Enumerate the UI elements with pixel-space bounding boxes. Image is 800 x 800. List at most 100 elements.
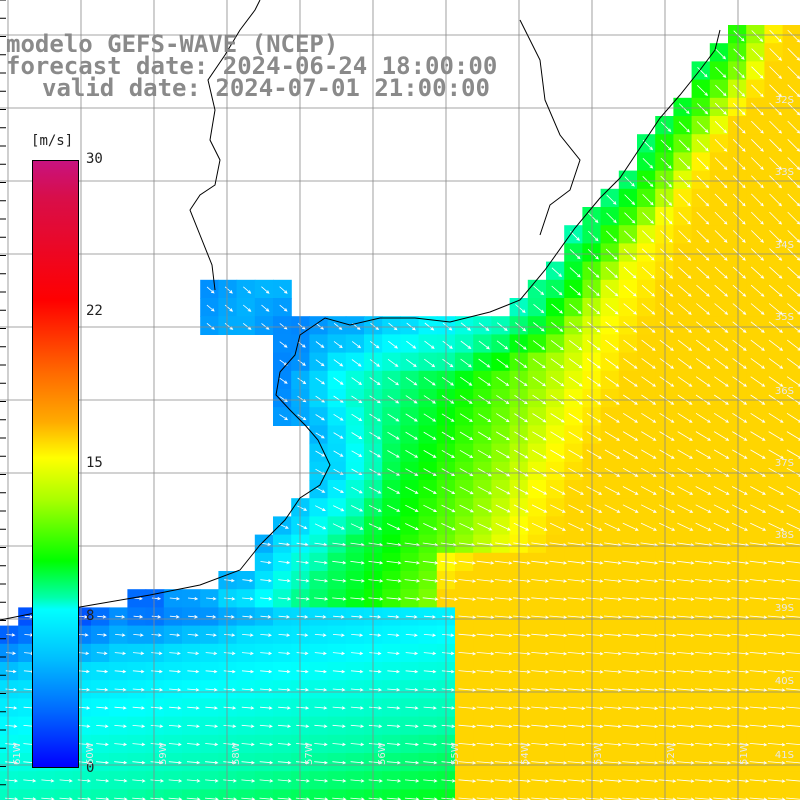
- wind-arrow: [695, 376, 711, 387]
- wind-arrow: [260, 560, 272, 565]
- wind-arrow: [77, 760, 91, 765]
- wind-arrow: [713, 449, 730, 459]
- wind-arrow: [114, 760, 128, 765]
- wind-arrow: [714, 175, 728, 189]
- wind-arrow: [441, 651, 455, 656]
- wind-arrow: [713, 504, 730, 513]
- wind-arrow: [676, 688, 695, 692]
- colorbar-tick-15: 15: [86, 455, 103, 471]
- wind-arrow: [297, 377, 307, 385]
- wind-arrow: [696, 303, 710, 315]
- wind-cell: [91, 789, 110, 800]
- wind-arrow: [751, 139, 764, 152]
- wind-arrow: [676, 761, 695, 765]
- wind-arrow: [205, 742, 219, 747]
- wind-arrow: [441, 706, 456, 710]
- wind-arrow: [405, 669, 419, 674]
- wind-arrow: [459, 468, 474, 477]
- wind-cell: [455, 789, 474, 800]
- wind-arrow: [588, 212, 599, 224]
- wind-arrow: [697, 103, 709, 115]
- lon-label: 55W: [450, 742, 461, 765]
- wind-arrow: [314, 597, 329, 601]
- wind-arrow: [749, 706, 768, 710]
- wind-arrow: [695, 597, 713, 601]
- wind-arrow: [768, 467, 785, 477]
- wind-arrow: [713, 706, 731, 710]
- wind-arrow: [676, 742, 695, 747]
- wind-arrow: [713, 615, 731, 619]
- wind-arrow: [351, 505, 364, 512]
- wind-arrow: [114, 688, 127, 692]
- wind-arrow: [241, 797, 256, 800]
- wind-arrow: [606, 194, 617, 205]
- wind-cell: [546, 789, 565, 800]
- wind-arrow: [531, 706, 549, 710]
- wind-arrow: [388, 322, 398, 331]
- wind-arrow: [659, 412, 675, 423]
- colorbar-tick-30: 30: [86, 151, 103, 167]
- wind-cell: [782, 407, 800, 426]
- lon-label: 61W: [12, 742, 23, 765]
- wind-arrow: [405, 523, 419, 530]
- wind-arrow: [386, 523, 401, 530]
- wind-arrow: [423, 523, 438, 531]
- wind-arrow: [440, 579, 458, 583]
- wind-arrow: [151, 669, 163, 674]
- wind-arrow: [768, 431, 784, 441]
- wind-arrow: [478, 395, 492, 405]
- wind-arrow: [732, 431, 748, 441]
- wind-arrow: [350, 724, 365, 728]
- wind-arrow: [514, 394, 528, 405]
- wind-arrow: [315, 414, 325, 421]
- wind-arrow: [640, 633, 659, 638]
- wind-arrow: [458, 560, 476, 565]
- country-border: [189, 0, 261, 291]
- wind-arrow: [678, 175, 691, 188]
- wind-arrow: [279, 414, 289, 421]
- wind-arrow: [368, 779, 383, 783]
- wind-arrow: [423, 651, 437, 656]
- wind-arrow: [696, 211, 710, 225]
- wind-arrow: [133, 633, 144, 637]
- wind-arrow: [677, 376, 693, 387]
- wind-arrow: [387, 431, 400, 440]
- wind-arrow: [295, 760, 310, 765]
- wind-arrow: [658, 724, 677, 729]
- wind-arrow: [387, 669, 400, 674]
- wind-arrow: [387, 504, 401, 512]
- wind-arrow: [404, 597, 421, 601]
- wind-arrow: [296, 579, 310, 583]
- wind-arrow: [767, 579, 786, 583]
- wind-arrow: [622, 431, 639, 441]
- wind-arrow: [332, 669, 346, 674]
- wind-arrow: [424, 322, 435, 331]
- wind-arrow: [351, 359, 362, 367]
- wind-arrow: [423, 742, 438, 747]
- wind-arrow: [495, 486, 511, 495]
- wind-arrow: [495, 504, 511, 513]
- wind-arrow: [386, 742, 401, 747]
- wind-arrow: [624, 230, 636, 243]
- wind-arrow: [768, 358, 784, 369]
- wind-arrow: [695, 486, 712, 495]
- wind-arrow: [604, 742, 622, 747]
- wind-arrow: [476, 761, 495, 765]
- wind-arrow: [423, 468, 437, 476]
- wind-arrow: [441, 486, 456, 494]
- wind-arrow: [568, 486, 584, 495]
- lon-label: 53W: [593, 742, 604, 765]
- wind-arrow: [278, 597, 292, 601]
- wind-arrow: [659, 486, 675, 495]
- wind-arrow: [115, 615, 126, 619]
- wind-cell: [109, 789, 128, 800]
- wind-arrow: [769, 284, 783, 297]
- wind-arrow: [623, 339, 638, 351]
- wind-cell: [782, 97, 800, 117]
- wind-arrow: [696, 230, 710, 243]
- wind-arrow: [278, 669, 291, 674]
- wind-arrow: [768, 412, 784, 423]
- wind-arrow: [622, 412, 639, 423]
- lat-label: 35S: [774, 312, 794, 323]
- wind-arrow: [260, 651, 273, 656]
